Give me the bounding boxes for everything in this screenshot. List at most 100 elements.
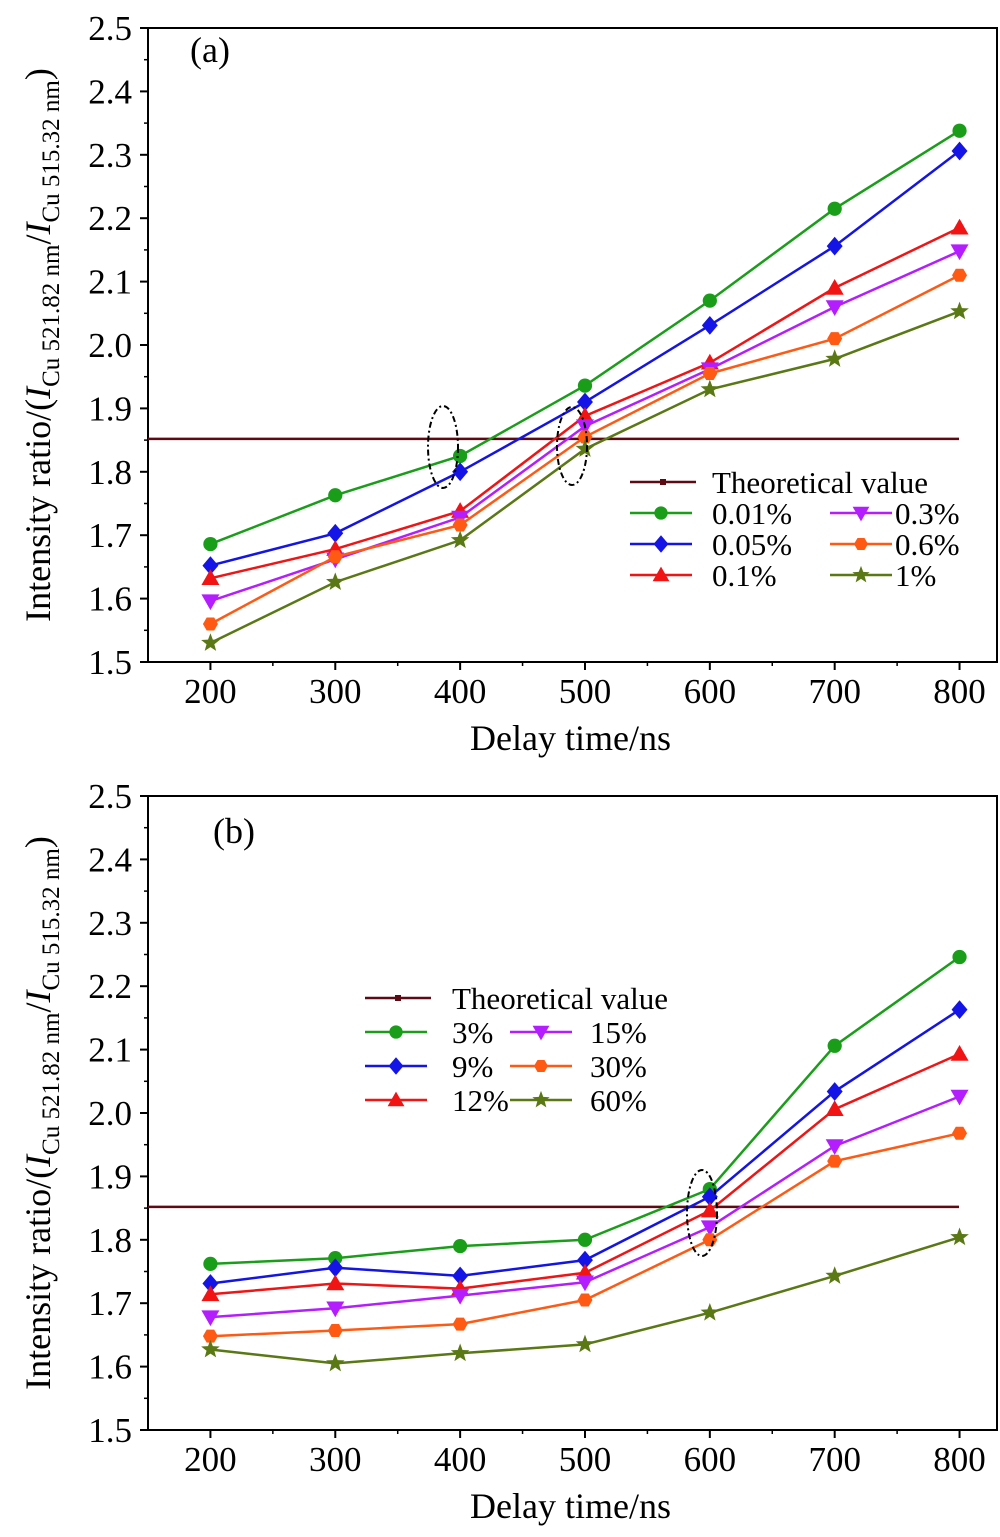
y-tick-label: 2.4 [88, 72, 132, 111]
y-tick-label: 2.2 [88, 967, 132, 1006]
legend-label: 60% [590, 1083, 647, 1118]
plot-frame [147, 795, 998, 1431]
data-point [327, 1258, 344, 1278]
y-axis-label-part: I [18, 1153, 58, 1168]
data-point [577, 430, 593, 444]
x-tick-label: 600 [684, 1440, 737, 1479]
y-axis-label-part: I [18, 989, 58, 1004]
data-point [700, 1201, 719, 1218]
x-tick-label: 800 [933, 672, 986, 711]
data-point [326, 1301, 345, 1318]
data-point [700, 379, 720, 398]
legend-marker [852, 506, 870, 522]
data-point [327, 1323, 343, 1337]
legend-label: Theoretical value [712, 465, 928, 500]
data-point [825, 1100, 844, 1116]
legend-marker [534, 1059, 548, 1073]
legend-label: 0.3% [895, 496, 960, 531]
data-point [700, 1302, 720, 1321]
data-point [825, 1139, 844, 1155]
y-axis-label: Intensity ratio/(ICu 521.82 nm/ICu 515.3… [18, 836, 65, 1390]
data-point [577, 378, 593, 393]
data-point [952, 949, 967, 965]
y-tick-label: 2.3 [88, 136, 132, 175]
legend-label: 0.01% [712, 496, 792, 531]
data-point [575, 407, 594, 423]
data-point [327, 523, 344, 543]
y-tick-label: 1.7 [88, 1284, 132, 1323]
data-point [201, 569, 220, 586]
series-15% [201, 1089, 969, 1327]
data-point [577, 1293, 593, 1307]
legend-label: 3% [452, 1015, 493, 1050]
x-tick-label: 400 [434, 1440, 487, 1479]
data-point [326, 572, 345, 590]
data-point [701, 1187, 718, 1207]
data-point [201, 1285, 220, 1302]
series-9% [202, 1000, 968, 1293]
x-tick-label: 200 [184, 1440, 237, 1479]
data-point [201, 633, 220, 651]
y-axis-label-part: Cu 515.32 nm [38, 80, 65, 223]
chart-panel-a: 1.5 1.6 1.7 1.8 1.9 2.0 2.1 2.2 2.3 2.4 2.5 200 300 4… [18, 9, 998, 758]
data-point [700, 1220, 719, 1237]
y-axis-label-part: / [18, 1003, 58, 1013]
y-tick-label: 1.8 [88, 453, 132, 492]
data-point [827, 332, 843, 346]
legend-marker [532, 1090, 550, 1108]
y-tick-label: 1.6 [88, 1348, 132, 1387]
data-point [952, 1126, 968, 1140]
y-axis-label-part: I [18, 385, 58, 400]
data-point [827, 201, 842, 216]
series-line [210, 150, 961, 567]
legend-marker [653, 535, 669, 553]
data-point [328, 488, 343, 503]
x-axis-label: Delay time/ns [470, 718, 671, 758]
series-60% [201, 1227, 969, 1372]
legend-marker [660, 479, 666, 485]
legend-marker [387, 1091, 405, 1107]
data-point [575, 1334, 595, 1353]
legend-marker [389, 1025, 403, 1039]
data-point [453, 448, 468, 464]
y-tick-label: 2.3 [88, 904, 132, 943]
y-tick-label: 1.6 [88, 580, 132, 619]
y-axis-label-part: I [18, 221, 58, 236]
data-point [202, 1274, 219, 1293]
data-point [451, 1288, 470, 1305]
data-point [577, 392, 593, 412]
legend-marker [532, 1025, 550, 1041]
legend-marker [854, 537, 868, 551]
x-tick-label: 300 [309, 672, 362, 711]
x-axis-label: Delay time/ns [470, 1486, 671, 1526]
series-3% [203, 949, 967, 1272]
x-tick-label: 700 [808, 672, 861, 711]
data-point [702, 293, 717, 308]
data-point [452, 518, 468, 532]
y-tick-label: 2.2 [88, 199, 132, 238]
data-point [951, 141, 968, 161]
legend-marker [652, 566, 670, 582]
data-point [826, 236, 843, 256]
y-tick-label: 2.1 [88, 263, 132, 302]
data-point [326, 1274, 345, 1291]
legend-label: 1% [895, 558, 936, 593]
x-tick-label: 600 [684, 672, 737, 711]
data-point [328, 1251, 343, 1266]
y-tick-label: 1.7 [88, 516, 132, 555]
data-point [825, 300, 844, 316]
data-point [201, 1310, 220, 1327]
panel-label: (a) [190, 30, 230, 70]
legend-label: 9% [452, 1049, 493, 1084]
legend-label: 0.6% [895, 527, 960, 562]
data-point [577, 1250, 593, 1270]
x-tick-label: 200 [184, 672, 237, 711]
data-point [202, 1329, 218, 1343]
y-tick-label: 2.4 [88, 840, 132, 879]
data-point [450, 530, 470, 549]
data-point [950, 218, 969, 235]
x-tick-label: 500 [559, 1440, 612, 1479]
data-point [575, 439, 595, 457]
x-tick-label: 500 [559, 672, 612, 711]
